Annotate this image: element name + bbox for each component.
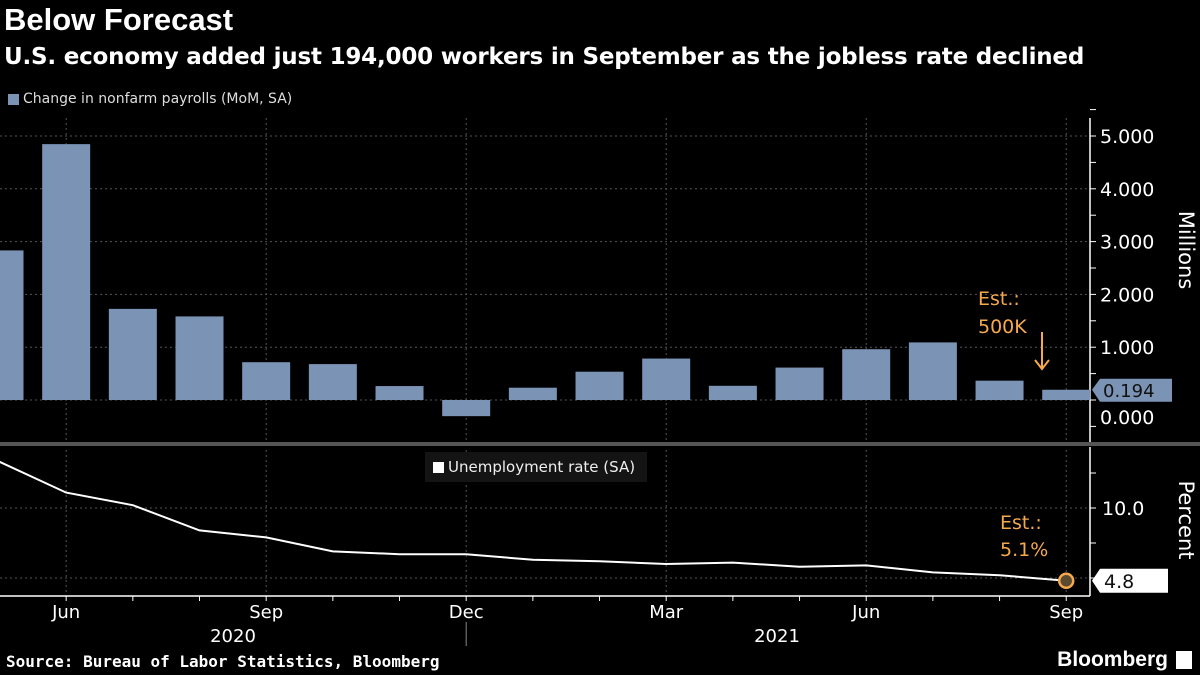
legend-label: Change in nonfarm payrolls (MoM, SA) (23, 91, 293, 107)
bar (375, 386, 424, 400)
x-tick-label: Dec (449, 602, 484, 623)
chart-subtitle: U.S. economy added just 194,000 workers … (4, 44, 1085, 70)
y-tick-label: 4.000 (1100, 179, 1154, 201)
bar (442, 400, 491, 417)
bar (975, 380, 1024, 400)
bar (575, 371, 624, 400)
y-tick-label: 1.000 (1100, 337, 1154, 359)
bar (0, 250, 24, 400)
brand-text: Bloomberg (1057, 648, 1168, 671)
bar (775, 367, 824, 400)
x-tick-label: Mar (649, 602, 684, 623)
y-axis-title: Millions (1174, 211, 1198, 290)
last-value-label: 0.194 (1103, 381, 1155, 402)
bar (108, 308, 157, 400)
bar (908, 342, 957, 400)
y-tick-label: 5.000 (1100, 126, 1154, 148)
source-note: Source: Bureau of Labor Statistics, Bloo… (6, 652, 440, 671)
annotation-text: 5.1% (1000, 539, 1048, 561)
legend-label: Unemployment rate (SA) (448, 458, 636, 476)
bar (842, 349, 891, 400)
down-arrow-icon (1034, 359, 1050, 371)
bar (708, 385, 757, 400)
bar (242, 362, 291, 400)
x-tick-label: Jun (851, 602, 880, 623)
x-tick-label: Jun (51, 602, 80, 623)
y-tick-label: 2.000 (1100, 284, 1154, 306)
bar (42, 144, 91, 400)
y-axis-title: Percent (1174, 480, 1198, 559)
annotation-text: Est.: (1000, 512, 1042, 534)
x-tick-label: Sep (1049, 602, 1083, 623)
legend-unemployment: Unemployment rate (SA) (425, 452, 648, 482)
last-value-tag (1092, 568, 1168, 593)
bar (308, 364, 357, 400)
unemployment-line (0, 460, 1067, 582)
bar (175, 316, 224, 400)
panel-separator (0, 442, 1200, 446)
bar (1042, 389, 1091, 400)
last-point-marker (1057, 572, 1075, 590)
bloomberg-logo: Bloomberg (1057, 648, 1192, 672)
chart-title: Below Forecast (4, 2, 234, 37)
x-year-label: 2020 (210, 626, 256, 647)
last-value-label: 4.8 (1104, 571, 1134, 593)
annotation-text: Est.: (978, 288, 1020, 310)
bar (508, 387, 557, 400)
legend-swatch (8, 93, 19, 105)
legend-swatch (433, 461, 444, 473)
bar (642, 358, 691, 400)
chart-icon (1176, 651, 1192, 669)
y-tick-label: 10.0 (1102, 498, 1144, 520)
y-tick-label: 0.000 (1100, 407, 1154, 429)
annotation-text: 500K (978, 316, 1027, 338)
y-tick-label: 3.000 (1100, 232, 1154, 254)
last-value-tag (1092, 378, 1172, 402)
x-year-label: 2021 (754, 626, 800, 647)
x-tick-label: Sep (249, 602, 283, 623)
legend-payrolls: Change in nonfarm payrolls (MoM, SA) (8, 91, 292, 107)
